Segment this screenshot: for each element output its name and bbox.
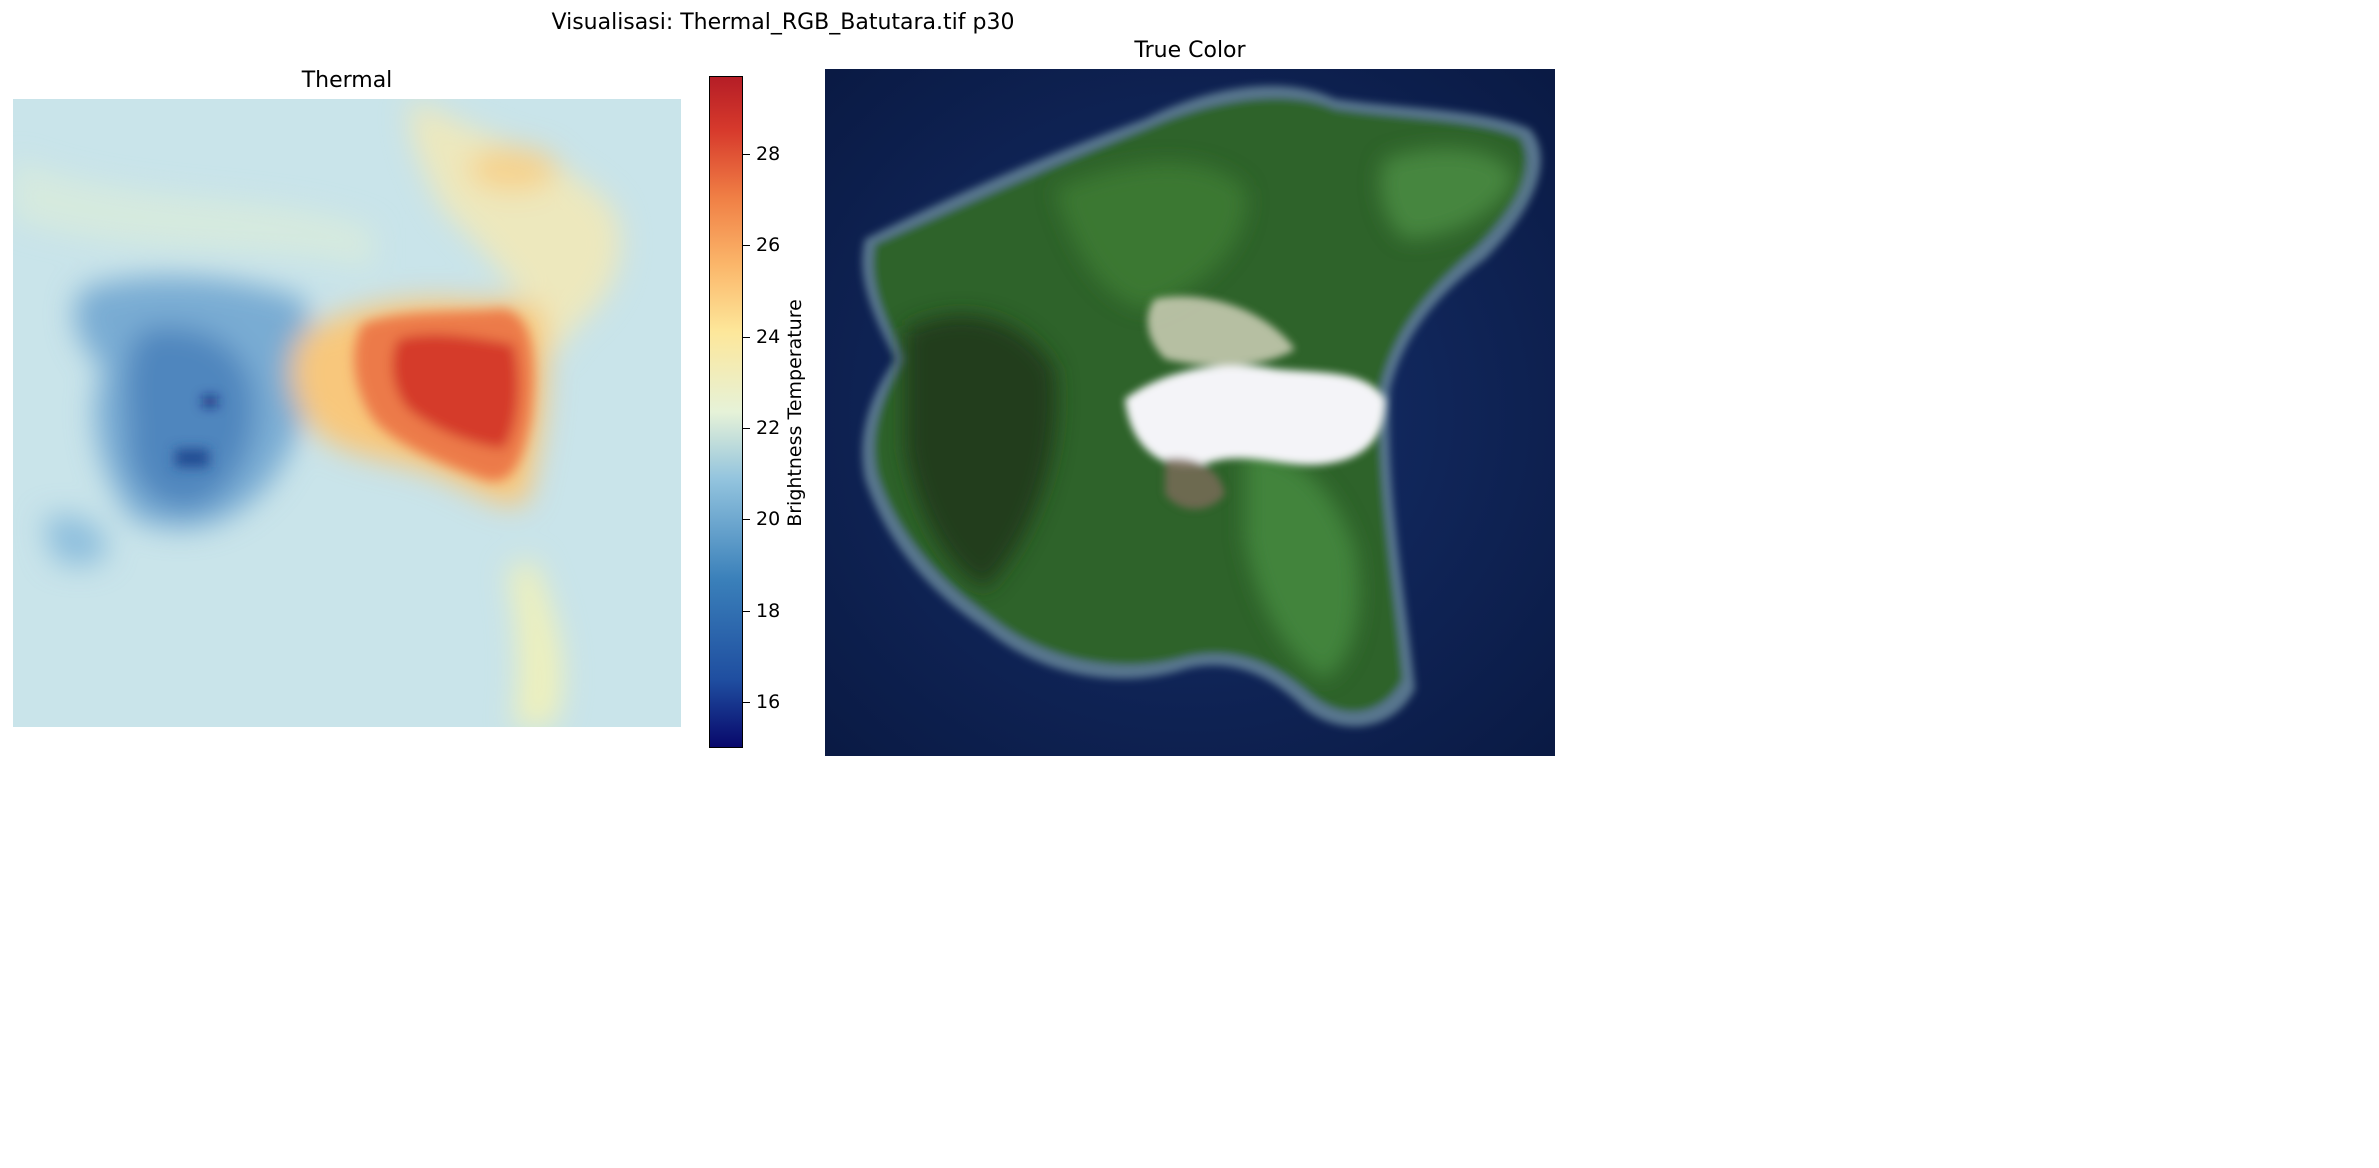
colorbar xyxy=(709,76,743,748)
colorbar-tick-label: 28 xyxy=(756,142,781,165)
colorbar-tick xyxy=(743,153,750,155)
colorbar-tick xyxy=(743,336,750,338)
colorbar-tick-label: 16 xyxy=(756,691,781,714)
colorbar-tick-label: 18 xyxy=(756,599,781,622)
colorbar-tick-label: 26 xyxy=(756,234,781,257)
thermal-panel-title: Thermal xyxy=(301,68,393,93)
truecolor-panel-title: True Color xyxy=(1134,38,1246,63)
colorbar-tick-label: 24 xyxy=(756,325,781,348)
thermal-image xyxy=(13,99,681,727)
colorbar-tick-label: 22 xyxy=(756,417,781,439)
figure-title: Visualisasi: Thermal_RGB_Batutara.tif p3… xyxy=(551,10,1015,35)
colorbar-tick xyxy=(743,519,750,521)
colorbar-tick xyxy=(743,702,750,704)
colorbar-tick xyxy=(743,245,750,247)
colorbar-label: Brightness Temperature xyxy=(784,299,806,527)
colorbar-tick xyxy=(743,428,750,429)
colorbar-tick xyxy=(743,610,750,612)
truecolor-image xyxy=(825,69,1555,756)
colorbar-tick-label: 20 xyxy=(756,508,781,531)
